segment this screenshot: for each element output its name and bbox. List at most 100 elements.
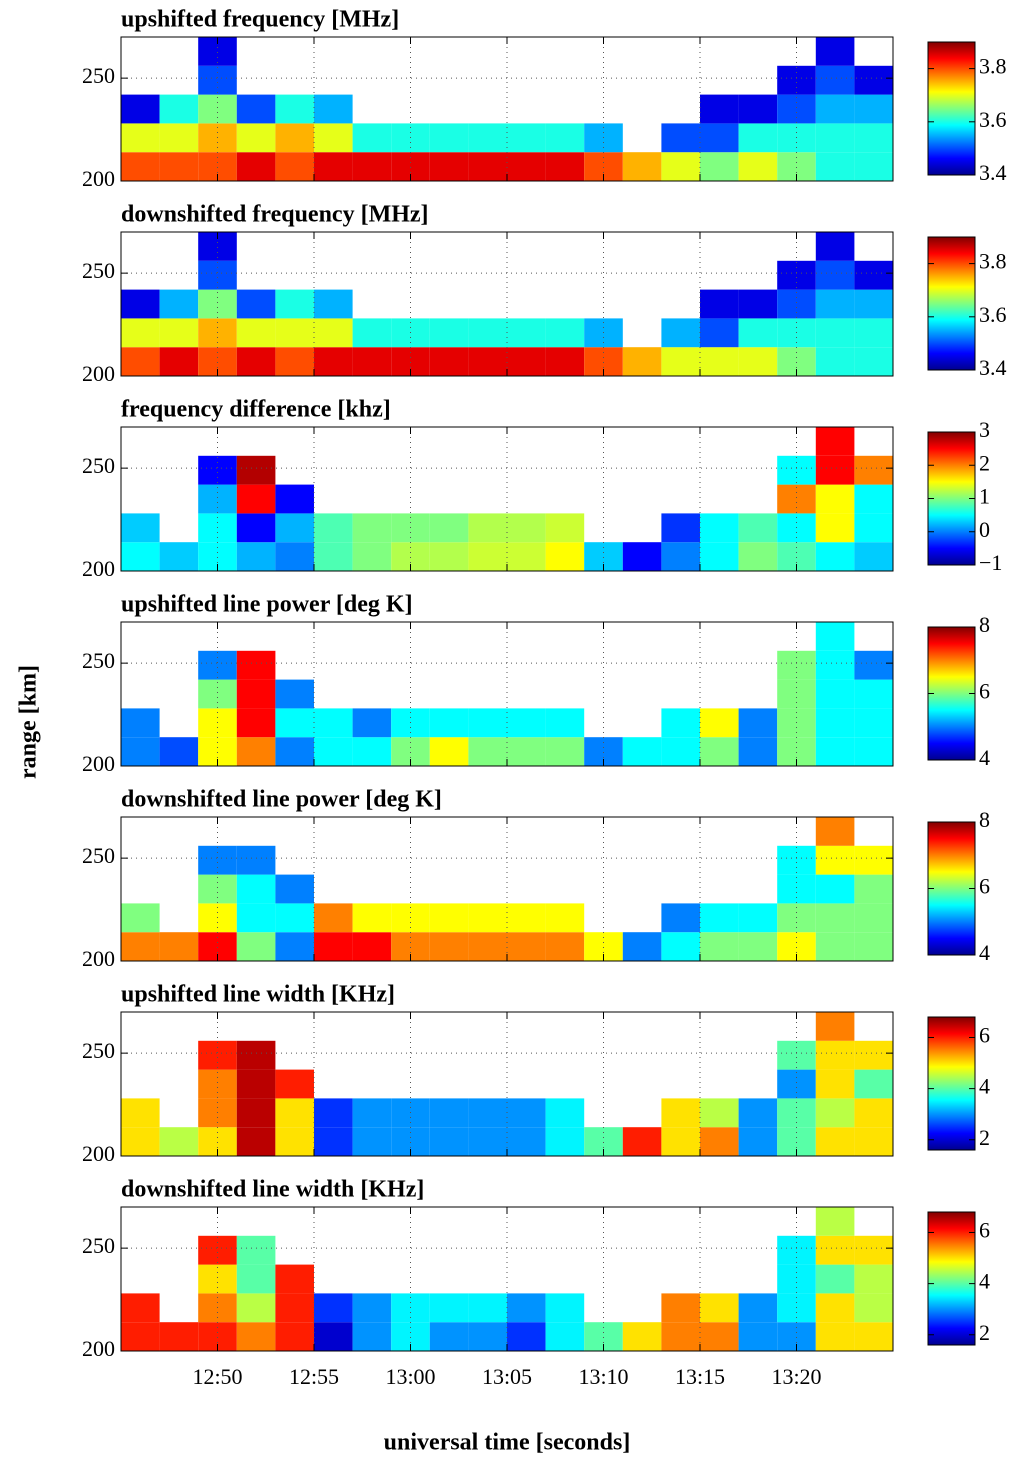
heat-cell — [545, 1127, 585, 1156]
heat-cell — [159, 123, 199, 153]
heat-cell — [738, 1127, 778, 1156]
heat-cell — [777, 1069, 816, 1099]
colorbar-tick-label: 3.4 — [979, 160, 1007, 185]
heat-cell — [507, 1293, 546, 1323]
y-tick-label: 200 — [82, 361, 115, 386]
heat-cell — [661, 318, 700, 348]
x-tick-label: 13:20 — [771, 1364, 821, 1389]
heat-cell — [236, 123, 276, 153]
heat-cell — [815, 455, 855, 485]
colorbar-tick-label: 3 — [979, 417, 990, 442]
axes-frame — [120, 426, 894, 572]
heat-cell — [236, 1069, 276, 1099]
heat-cell — [854, 708, 893, 738]
panel-title: upshifted line power [deg K] — [121, 592, 413, 618]
heat-cell — [700, 737, 739, 766]
panel-title: upshifted line width [KHz] — [121, 982, 395, 1008]
heat-cell — [236, 1098, 276, 1128]
heat-cell — [738, 737, 778, 766]
colorbar-tick-label: 3.8 — [979, 249, 1007, 274]
heat-cell — [121, 1322, 160, 1351]
heat-cell — [198, 289, 237, 319]
heat-cell — [121, 542, 160, 571]
panel-title: downshifted frequency [MHz] — [121, 202, 429, 228]
heat-cell — [815, 318, 855, 348]
heat-cell — [815, 427, 855, 456]
heat-cell — [314, 347, 353, 376]
heat-cell — [198, 1069, 237, 1099]
heat-cell — [661, 903, 700, 933]
heat-cell — [545, 1293, 585, 1323]
heat-cell — [700, 94, 739, 124]
colorbar-tick-label: 8 — [979, 612, 990, 637]
heat-cell — [661, 152, 700, 181]
heat-cell — [700, 513, 739, 543]
heat-cell — [121, 708, 160, 738]
heat-cell — [661, 737, 700, 766]
axes-frame — [120, 1011, 894, 1157]
heat-cell — [545, 1322, 585, 1351]
heat-cell — [121, 932, 160, 961]
heat-cell — [777, 874, 816, 904]
heat-cell — [236, 932, 276, 961]
heat-cell — [854, 737, 893, 766]
heat-cell — [815, 1127, 855, 1156]
heat-cell — [854, 123, 893, 153]
heat-cell — [545, 152, 585, 181]
heat-cell — [545, 708, 585, 738]
heat-cell — [275, 903, 314, 933]
colorbar-tick-label: 6 — [979, 1023, 990, 1048]
heat-cell — [314, 932, 353, 961]
colorbar-tick-label: 4 — [979, 940, 990, 965]
heat-cell — [429, 123, 469, 153]
heat-cell — [815, 1235, 855, 1265]
heat-cell — [429, 152, 469, 181]
heat-cell — [352, 1322, 392, 1351]
heat-cell — [121, 152, 160, 181]
heat-cell — [236, 845, 276, 875]
colorbar-tick-label: 6 — [979, 1218, 990, 1243]
heat-cell — [661, 1098, 700, 1128]
heat-cell — [545, 347, 585, 376]
colorbar-tick-label: 1 — [979, 484, 990, 509]
heat-cell — [468, 152, 507, 181]
colorbar — [927, 626, 976, 761]
colorbar-tick-label: 2 — [979, 1320, 990, 1345]
y-tick-label: 200 — [82, 1336, 115, 1361]
heat-cell — [429, 542, 469, 571]
heat-cell — [815, 1207, 855, 1236]
heat-cell — [236, 542, 276, 571]
heat-cell — [700, 347, 739, 376]
heat-cell — [198, 650, 237, 680]
heat-cell — [700, 903, 739, 933]
heat-cell — [507, 152, 546, 181]
heat-cell — [275, 1098, 314, 1128]
heat-cell — [738, 1322, 778, 1351]
heat-cell — [700, 1322, 739, 1351]
heat-cell — [352, 903, 392, 933]
heat-cell — [661, 542, 700, 571]
x-tick-label: 13:15 — [675, 1364, 725, 1389]
heat-cell — [198, 874, 237, 904]
heat-cell — [468, 542, 507, 571]
heat-cell — [314, 903, 353, 933]
heat-cell — [700, 289, 739, 319]
heat-cell — [738, 318, 778, 348]
heat-cell — [738, 152, 778, 181]
heat-cell — [507, 737, 546, 766]
heat-cell — [352, 1293, 392, 1323]
heat-cell — [429, 708, 469, 738]
heat-cell — [468, 318, 507, 348]
colorbar-tick-label: 3.6 — [979, 302, 1007, 327]
heat-cell — [236, 903, 276, 933]
heat-cell — [236, 1235, 276, 1265]
heat-cell — [159, 737, 199, 766]
heat-cell — [507, 318, 546, 348]
heat-cell — [738, 903, 778, 933]
heat-cell — [236, 484, 276, 514]
heat-cell — [738, 123, 778, 153]
heat-cell — [777, 845, 816, 875]
heat-cell — [468, 737, 507, 766]
heat-cell — [468, 1322, 507, 1351]
